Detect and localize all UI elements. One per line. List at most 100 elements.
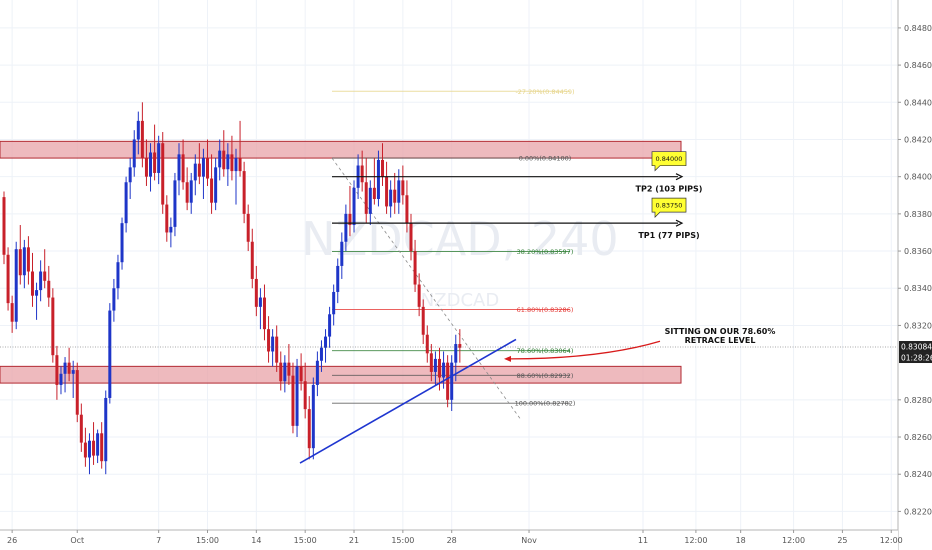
fib-retracement[interactable]: 0.00%(0.84100) 38.20%(0.83597) 61.80%(0.83… — [331, 88, 576, 419]
candle-body — [189, 180, 193, 203]
candle-body — [47, 280, 51, 298]
candle-body — [376, 159, 380, 199]
candle-body — [364, 182, 368, 214]
current-price-tag — [899, 341, 932, 353]
fib-level-label: 0.00%(0.84100) — [519, 155, 572, 163]
time-tick-label: 14 — [251, 536, 261, 545]
candle-body — [340, 241, 344, 266]
candle-body — [454, 344, 458, 363]
candle-body — [372, 187, 376, 199]
candles — [2, 102, 462, 475]
time-tick-label: 12:00 — [684, 536, 707, 545]
candle-body — [59, 373, 63, 385]
candle-body — [39, 271, 43, 291]
time-tick-label: 21 — [349, 536, 359, 545]
fib-level-label: 61.80%(0.83286) — [517, 306, 574, 314]
annotation[interactable]: SITTING ON OUR 78.60% RETRACE LEVEL — [665, 327, 776, 345]
candle-body — [108, 310, 112, 398]
drawings[interactable] — [0, 338, 898, 464]
tp2-price-tag-text: 0.84000 — [656, 155, 683, 163]
candle-body — [87, 440, 91, 458]
time-tick-label: 28 — [447, 536, 457, 545]
candle-body — [18, 249, 22, 276]
price-axis-bg — [898, 0, 932, 550]
watermark-subtitle: NZDCAD — [421, 290, 499, 311]
candle-body — [226, 154, 230, 170]
candle-body — [275, 336, 279, 363]
candle-body — [446, 362, 450, 400]
candle-body — [71, 370, 75, 374]
price-tick-label: 0.84000 — [904, 173, 932, 182]
fib-level-label: 100.00%(0.82782) — [515, 400, 576, 408]
candle-body — [128, 167, 132, 183]
candle-body — [116, 262, 120, 289]
fib-level-label: -27.20%(0.84459) — [515, 88, 574, 96]
watermark: NZDCAD, 240 NZDCAD — [301, 212, 618, 311]
candle-body — [295, 366, 299, 426]
candle-body — [315, 360, 319, 385]
candle-body — [35, 290, 39, 296]
candle-body — [92, 440, 96, 456]
candle-body — [161, 143, 165, 205]
candle-body — [51, 297, 55, 356]
candle-body — [381, 159, 385, 177]
candle-body — [348, 213, 352, 226]
candle-body — [389, 189, 393, 207]
annotation-arrow-head — [504, 355, 511, 362]
candle-body — [210, 178, 214, 203]
candle-body — [153, 152, 157, 173]
fib-level-label: 88.60%(0.82932) — [517, 372, 574, 380]
candle-body — [75, 370, 79, 415]
tp1-arrowhead — [675, 219, 684, 227]
candle-body — [22, 247, 26, 276]
candle-body — [262, 297, 266, 330]
tp2-arrowhead — [675, 173, 684, 181]
candle-body — [10, 303, 14, 322]
candle-body — [360, 165, 364, 183]
candle-body — [120, 223, 124, 263]
time-axis[interactable]: 26 Oct 7 15:00 14 15:00 21 15:00 28 Nov 11 12:00 18 1… — [0, 529, 903, 550]
candle-body — [319, 347, 323, 361]
candle-body — [413, 251, 417, 285]
candle-body — [157, 143, 161, 173]
fib-level-label: 38.20%(0.83597) — [517, 248, 574, 256]
candle-body — [442, 362, 446, 378]
time-tick-label: 7 — [156, 536, 161, 545]
candle-body — [271, 336, 275, 352]
time-tick-label: 15:00 — [196, 536, 219, 545]
candle-body — [214, 167, 218, 203]
tp1-label: TP1 (77 PIPS) — [638, 231, 699, 240]
candle-body — [332, 291, 336, 315]
time-tick-label: 11 — [638, 536, 648, 545]
annotation-line-2: RETRACE LEVEL — [685, 336, 756, 345]
candle-body — [181, 154, 185, 183]
candle-body — [258, 297, 262, 307]
candle-body — [401, 180, 405, 196]
candle-body — [79, 414, 83, 443]
candle-body — [287, 362, 291, 376]
candle-body — [222, 150, 226, 170]
candle-body — [185, 182, 189, 203]
candle-body — [14, 249, 18, 322]
tp2-price-tag — [651, 151, 687, 172]
current-price-tag-text: 0.83084 — [901, 343, 932, 352]
time-tick-label: 12:00 — [880, 536, 903, 545]
candle-body — [43, 271, 47, 281]
candle-body — [242, 171, 246, 214]
candle-body — [140, 120, 144, 159]
candle-body — [197, 163, 201, 177]
candle-body — [67, 362, 71, 374]
candle-body — [250, 241, 254, 279]
candle-body — [393, 189, 397, 203]
targets[interactable]: 0.84000 TP2 (103 PIPS) 0.83750 TP1 (77 PIPS… — [332, 151, 702, 240]
candle-body — [458, 344, 462, 348]
candle-body — [344, 213, 348, 242]
candle-body — [30, 271, 34, 296]
candle-body — [417, 284, 421, 307]
annotation-line-1: SITTING ON OUR 78.60% — [665, 327, 776, 336]
